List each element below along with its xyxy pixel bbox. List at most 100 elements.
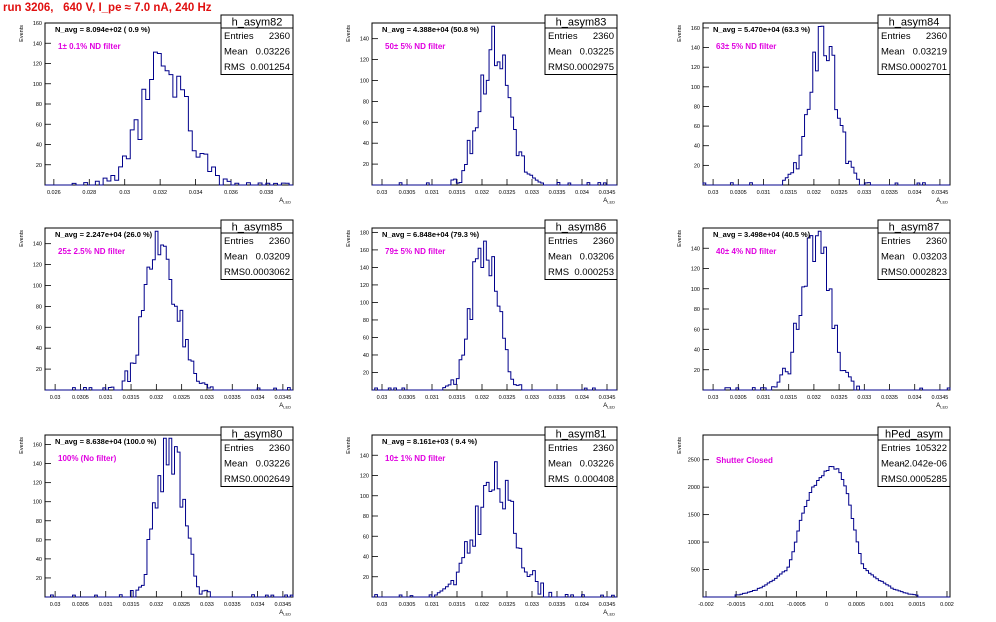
x-tick-label: 0.03 (119, 190, 130, 196)
x-tick-label: 0.0315 (780, 190, 797, 196)
stats-box (220, 14, 294, 75)
histogram-series (702, 25, 950, 186)
stats-value: 2360 (593, 236, 614, 247)
y-tick-label: 100 (33, 82, 42, 88)
x-tick-label: 0.0005 (848, 602, 865, 608)
x-tick-label: -0.001 (758, 602, 774, 608)
y-tick-label: 160 (360, 248, 369, 254)
y-tick-label: 40 (363, 555, 369, 561)
x-tick-label: 0.0305 (72, 395, 89, 401)
navg-label: N_avg = 2.247e+04 (26.0 %) (55, 230, 153, 239)
histogram-series (372, 240, 617, 391)
stats-label: Mean (881, 47, 905, 58)
y-tick-label: 60 (363, 534, 369, 540)
x-tick-label: 0.0325 (173, 395, 190, 401)
y-tick-label: 120 (691, 65, 700, 71)
x-tick-label: 0.0335 (549, 395, 566, 401)
stats-label: RMS (881, 267, 902, 278)
x-axis-title: ALED (603, 610, 615, 617)
stats-label: Entries (224, 443, 254, 454)
y-tick-label: 100 (360, 78, 369, 84)
y-tick-label: 60 (694, 327, 700, 333)
histogram-series (372, 461, 617, 598)
y-tick-label: 140 (33, 41, 42, 47)
stats-label: RMS (881, 474, 902, 485)
x-tick-label: 0.031 (757, 395, 771, 401)
filter-annotation: 100% (No filter) (58, 454, 117, 463)
y-tick-label: 80 (363, 514, 369, 520)
stats-value: -2.042e-06 (901, 459, 947, 470)
x-tick-label: 0.031 (425, 602, 439, 608)
stats-label: RMS (548, 62, 569, 73)
stats-label: RMS (224, 62, 245, 73)
x-tick-label: 0.0315 (123, 395, 140, 401)
x-tick-label: 0.031 (425, 190, 439, 196)
x-tick-label: 0.032 (807, 395, 821, 401)
y-tick-label: 120 (360, 283, 369, 289)
stats-value: 0.000253 (574, 267, 614, 278)
stats-label: Entries (224, 236, 254, 247)
y-axis-title: Events (346, 25, 352, 42)
stats-label: Mean (548, 252, 572, 263)
stats-box (220, 426, 294, 487)
x-tick-label: 0.034 (908, 190, 922, 196)
x-tick-label: -0.0005 (787, 602, 806, 608)
stats-value: 0.03203 (913, 252, 947, 263)
x-tick-label: 0.0345 (599, 395, 616, 401)
navg-label: N_avg = 3.498e+04 (40.5 %) (713, 230, 811, 239)
plot-frame (371, 22, 618, 186)
x-tick-label: 0.0305 (399, 190, 416, 196)
x-tick-label: 0.002 (940, 602, 954, 608)
x-tick-label: 0.0315 (449, 190, 466, 196)
y-tick-label: 80 (363, 318, 369, 324)
x-tick-label: 0.031 (99, 602, 113, 608)
filter-annotation: 79± 5% ND filter (385, 247, 445, 256)
y-tick-label: 180 (360, 230, 369, 236)
x-tick-label: 0.0325 (173, 602, 190, 608)
x-tick-label: 0.033 (200, 602, 214, 608)
y-tick-label: 100 (360, 300, 369, 306)
x-tick-label: 0 (825, 602, 828, 608)
x-tick-label: 0.03 (50, 395, 61, 401)
stats-label: RMS (548, 474, 569, 485)
stats-value: 2360 (269, 31, 290, 42)
y-tick-label: 20 (363, 162, 369, 168)
stats-value: 0.03226 (256, 47, 290, 58)
x-tick-label: 0.03 (708, 190, 719, 196)
y-tick-label: 40 (36, 346, 42, 352)
stats-value: 0.001254 (250, 62, 290, 73)
y-axis-title: Events (677, 25, 683, 42)
histogram-panel-h_asym84: 20 40 60 80 100 120 140 160 0.03 0.0305 0.031 0.031… (677, 14, 951, 205)
y-axis-title: Events (346, 230, 352, 247)
x-tick-label: 0.0345 (274, 395, 291, 401)
x-tick-label: 0.032 (475, 602, 489, 608)
stats-value: 2360 (593, 443, 614, 454)
x-tick-label: 0.031 (757, 190, 771, 196)
stats-label: Mean (881, 252, 905, 263)
x-tick-label: 0.033 (525, 190, 539, 196)
stats-box-title: h_asym87 (889, 222, 940, 234)
x-axis-title: ALED (279, 198, 291, 205)
navg-label: N_avg = 8.638e+04 (100.0 %) (55, 437, 157, 446)
filter-annotation: 25± 2.5% ND filter (58, 247, 125, 256)
x-tick-label: -0.0015 (727, 602, 746, 608)
stats-value: 0.03226 (580, 459, 614, 470)
stats-label: RMS (224, 474, 245, 485)
y-tick-label: 140 (691, 46, 700, 52)
histogram-panel-h_asym81: 20 40 60 80 100 120 140 0.03 0.0305 0.031 0.0315 0.… (346, 426, 618, 617)
filter-annotation: Shutter Closed (716, 456, 773, 465)
x-axis-title: ALED (936, 198, 948, 205)
y-tick-label: 100 (691, 287, 700, 293)
navg-label: N_avg = 8.094e+02 ( 0.9 %) (55, 25, 151, 34)
x-tick-label: 0.034 (575, 602, 589, 608)
x-tick-label: 0.034 (908, 395, 922, 401)
y-tick-label: 60 (36, 538, 42, 544)
y-tick-label: 60 (694, 124, 700, 130)
stats-label: Entries (548, 236, 578, 247)
x-tick-label: 0.0305 (399, 395, 416, 401)
histogram-panel-h_asym86: 20 40 60 80 100 120 140 160 180 0.03 0.0305 0.031 0.… (346, 219, 618, 410)
x-tick-label: 0.03 (377, 190, 388, 196)
x-tick-label: 0.0345 (599, 190, 616, 196)
stats-value: 2360 (926, 31, 947, 42)
y-tick-label: 100 (33, 283, 42, 289)
